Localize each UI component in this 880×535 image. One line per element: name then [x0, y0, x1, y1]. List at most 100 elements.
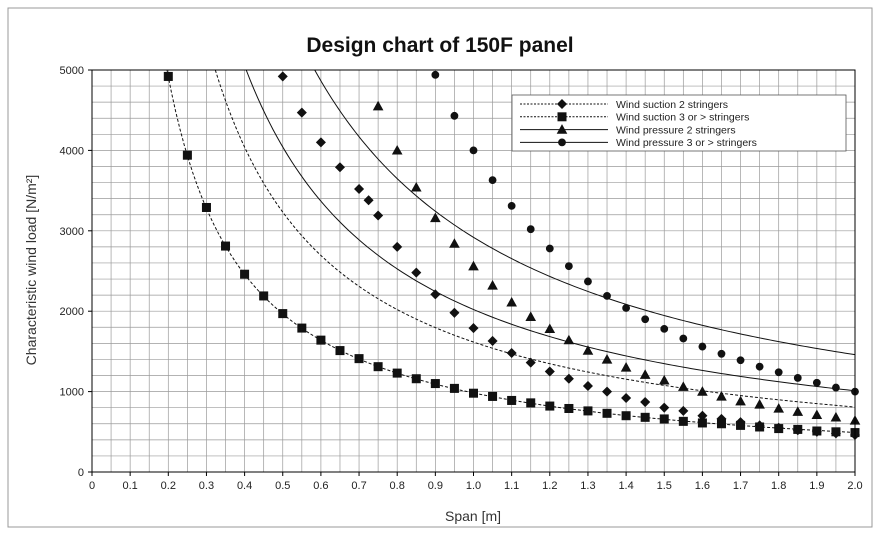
data-point	[316, 335, 326, 345]
series-4	[314, 69, 859, 396]
x-tick-label: 0.4	[237, 480, 252, 492]
data-point	[640, 412, 650, 422]
x-tick-label: 1.3	[580, 480, 595, 492]
data-point	[736, 420, 746, 430]
data-point	[506, 296, 517, 307]
series-layer	[163, 69, 861, 441]
x-tick-label: 1.7	[733, 480, 748, 492]
data-point	[622, 304, 630, 312]
legend-item: Wind pressure 2 stringers	[520, 124, 736, 136]
data-point	[563, 334, 575, 345]
data-point	[621, 393, 632, 404]
data-point	[469, 146, 478, 155]
legend-marker	[558, 138, 566, 147]
data-point	[736, 356, 745, 365]
x-tick-label: 0.7	[351, 480, 366, 492]
x-tick-label: 0.2	[161, 480, 176, 492]
data-point	[659, 414, 669, 424]
x-axis-title: Span [m]	[445, 508, 501, 524]
data-point	[774, 424, 784, 434]
legend-label: Wind pressure 3 or > stringers	[616, 137, 757, 149]
data-point	[564, 403, 574, 413]
data-point	[373, 210, 384, 221]
data-point	[812, 426, 822, 436]
series-2	[163, 69, 860, 438]
data-point	[755, 422, 765, 432]
data-point	[830, 411, 842, 422]
data-point	[221, 241, 231, 251]
data-point	[545, 401, 555, 411]
data-point	[582, 380, 593, 391]
data-point	[641, 315, 650, 324]
legend-marker	[557, 112, 567, 122]
data-point	[354, 354, 364, 364]
data-point	[563, 373, 574, 384]
data-point	[832, 383, 840, 392]
data-point	[639, 369, 651, 379]
x-tick-label: 0.1	[123, 480, 138, 492]
data-point	[392, 368, 402, 378]
data-point	[544, 366, 555, 377]
data-point	[602, 408, 612, 418]
data-point	[201, 202, 211, 212]
data-point	[582, 345, 594, 355]
data-point	[163, 71, 173, 81]
y-tick-label: 3000	[60, 226, 84, 238]
data-point	[391, 144, 403, 155]
data-point	[640, 397, 651, 408]
chart-frame	[7, 7, 873, 528]
data-point	[410, 181, 422, 192]
data-point	[698, 342, 707, 351]
data-point	[678, 416, 688, 426]
data-point	[583, 406, 593, 416]
data-point	[602, 386, 613, 397]
x-tick-label: 1.8	[771, 480, 786, 492]
y-tick-label: 0	[78, 467, 84, 479]
data-point	[392, 241, 403, 252]
y-tick-label: 4000	[60, 145, 84, 157]
x-tick-label: 0	[89, 480, 95, 492]
legend-item: Wind suction 3 or > stringers	[520, 112, 749, 124]
data-point	[315, 137, 326, 148]
data-point	[812, 378, 821, 387]
data-point	[526, 225, 535, 234]
x-tick-label: 1.2	[542, 480, 557, 492]
data-point	[831, 427, 841, 437]
data-point	[544, 323, 556, 334]
data-point	[659, 402, 670, 413]
data-point	[526, 398, 536, 408]
data-point	[678, 381, 689, 391]
data-point	[811, 409, 823, 420]
y-tick-label: 2000	[60, 306, 84, 318]
data-point	[716, 391, 727, 401]
data-point	[487, 280, 498, 290]
data-point	[468, 260, 479, 271]
data-point	[545, 244, 554, 253]
data-point	[658, 374, 670, 385]
chart-title: Design chart of 150F panel	[306, 34, 573, 57]
y-tick-label: 1000	[60, 387, 84, 399]
data-point	[679, 334, 688, 343]
data-point	[411, 374, 421, 384]
legend-item: Wind suction 2 stringers	[520, 99, 728, 111]
data-point	[449, 307, 460, 318]
x-tick-label: 0.3	[199, 480, 214, 492]
data-point	[259, 291, 269, 301]
series-line	[214, 69, 856, 408]
data-point	[488, 391, 498, 401]
data-point	[603, 292, 611, 300]
data-point	[430, 212, 441, 223]
series-3	[245, 69, 861, 425]
x-tick-label: 0.6	[313, 480, 328, 492]
data-point	[584, 277, 592, 286]
data-point	[354, 183, 365, 195]
x-tick-label: 0.9	[428, 480, 443, 492]
data-point	[660, 324, 669, 333]
data-point	[335, 346, 345, 356]
data-point	[468, 323, 479, 334]
data-point	[793, 424, 803, 434]
x-tick-label: 1.1	[504, 480, 519, 492]
series-line	[245, 69, 856, 392]
data-point	[755, 362, 764, 371]
